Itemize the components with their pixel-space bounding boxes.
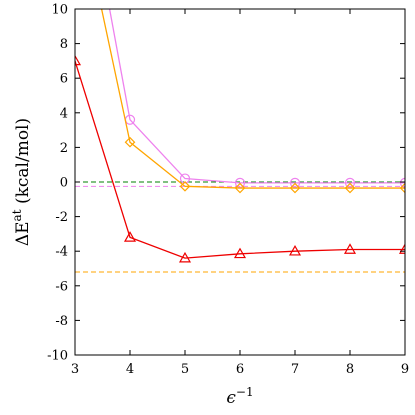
y-axis-title-unit: (kcal/mol) [13, 118, 33, 204]
x-tick-label: 6 [236, 362, 244, 377]
data-point-triangle [343, 243, 357, 254]
y-tick-label: 2 [60, 141, 68, 156]
y-tick-label: 0 [60, 176, 68, 191]
data-point-diamond [289, 182, 301, 194]
tick-layer: 3 4 5 6 7 8 9 -10 -8 -6 -4 -2 0 2 4 6 8 10 [47, 3, 409, 378]
series-line-triangle [75, 60, 405, 259]
data-point-triangle [288, 244, 302, 256]
y-tick-label: -10 [47, 349, 68, 364]
y-axis-title: ΔEat (kcal/mol) [10, 118, 33, 246]
y-tick-label: -4 [55, 245, 68, 260]
series-line-diamond [100, 9, 405, 189]
data-point-diamond [399, 182, 405, 194]
x-tick-label: 5 [181, 362, 189, 377]
y-axis-title-main: ΔE [13, 221, 33, 246]
x-axis-title: ϵ−1 [226, 385, 253, 408]
data-point-circle [399, 177, 405, 188]
reference-lines [75, 181, 405, 273]
x-tick-label: 4 [126, 362, 134, 377]
series-layer [75, 9, 405, 263]
data-point-circle [179, 173, 191, 184]
x-tick-label: 8 [346, 362, 354, 377]
data-point-diamond [179, 180, 191, 192]
x-tick-label: 9 [401, 362, 409, 377]
y-tick-label: -2 [55, 210, 68, 225]
y-tick-label: 6 [60, 72, 68, 87]
x-tick-label: 3 [71, 362, 79, 377]
data-point-circle [344, 177, 356, 188]
data-point-circle [234, 177, 246, 188]
x-axis-title-sup: −1 [236, 385, 254, 399]
data-point-diamond [124, 136, 136, 148]
data-point-triangle [398, 243, 405, 254]
y-axis-title-sup: at [10, 209, 24, 221]
data-point-diamond [234, 182, 246, 194]
data-point-triangle [178, 251, 192, 263]
data-point-circle [289, 177, 301, 188]
x-tick-label: 7 [291, 362, 299, 377]
data-point-diamond [344, 182, 356, 194]
y-tick-label: -8 [55, 314, 68, 329]
y-tick-label: 10 [51, 3, 68, 18]
data-point-triangle [75, 54, 82, 66]
data-point-triangle [123, 231, 137, 242]
y-tick-label: 8 [60, 37, 68, 52]
x-axis-title-main: ϵ [226, 388, 236, 408]
y-tick-label: -6 [55, 279, 68, 294]
data-point-triangle [233, 247, 247, 259]
y-tick-label: 4 [60, 106, 68, 121]
series-line-circle [108, 9, 405, 184]
